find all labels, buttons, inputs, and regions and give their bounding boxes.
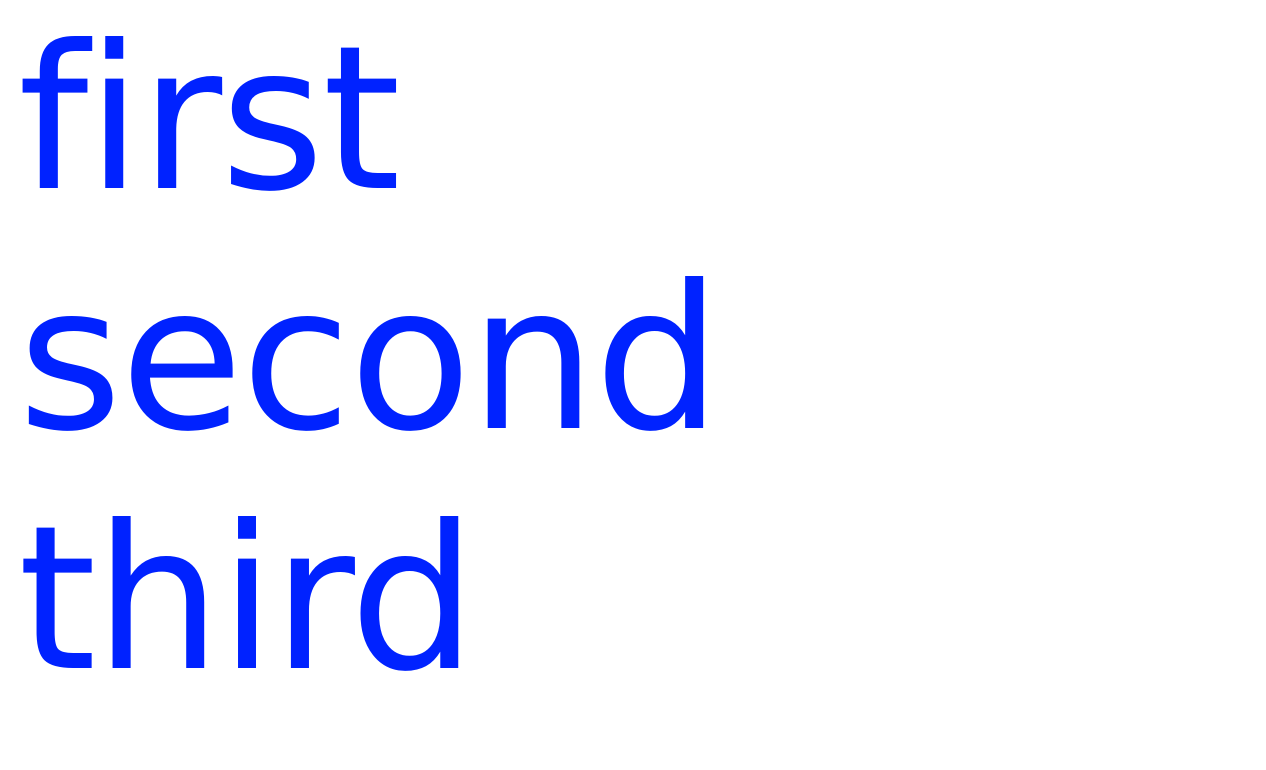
word-second: second <box>18 243 721 476</box>
word-first: first <box>18 3 401 236</box>
word-third: third <box>18 483 476 716</box>
word-list: first second third <box>18 0 721 720</box>
